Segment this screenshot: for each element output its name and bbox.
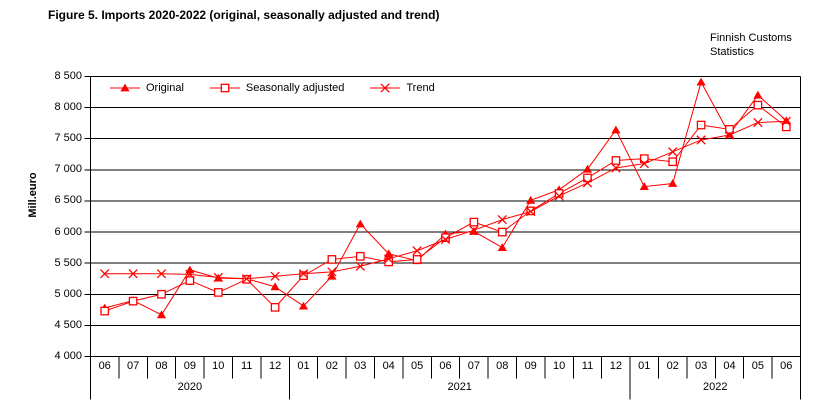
legend-label-original: Original — [146, 82, 184, 94]
series-line-original — [104, 80, 787, 316]
x-tick-month: 08 — [155, 360, 168, 372]
x-tick-month: 11 — [581, 360, 594, 372]
source-attribution: Finnish Customs Statistics — [710, 31, 792, 59]
x-tick-month: 08 — [496, 360, 509, 372]
y-tick-label: 5 000 — [54, 287, 82, 300]
x-tick-month: 05 — [410, 360, 424, 372]
x-tick-month: 11 — [240, 360, 253, 372]
x-tick-month: 07 — [126, 360, 140, 372]
legend-item-trend: Trend — [370, 82, 435, 94]
x-tick-month: 09 — [524, 360, 537, 372]
series-line-trend — [104, 120, 787, 280]
chart-title: Figure 5. Imports 2020-2022 (original, s… — [48, 8, 440, 22]
y-tick-label: 7 000 — [54, 163, 82, 176]
source-line-2: Statistics — [710, 46, 755, 58]
x-tick-month: 10 — [552, 360, 566, 372]
x-tick-month: 12 — [268, 360, 282, 372]
x-tick-month: 12 — [609, 360, 622, 372]
x-tick-month: 06 — [439, 360, 452, 372]
source-line-1: Finnish Customs — [710, 32, 792, 44]
legend-marker-x-icon — [370, 83, 401, 93]
x-tick-month: 03 — [694, 360, 708, 372]
y-tick-label: 8 000 — [54, 101, 82, 114]
y-tick-label: 4 500 — [54, 318, 82, 331]
y-tick-label: 5 500 — [54, 256, 82, 269]
series-line-seasonally-adjusted — [104, 104, 787, 312]
legend-item-seasonally-adjusted: Seasonally adjusted — [209, 82, 345, 94]
x-tick-month: 04 — [723, 360, 736, 372]
x-tick-year-2020: 2020 — [177, 381, 203, 393]
x-tick-year-2021: 2021 — [447, 381, 472, 393]
x-tick-month: 01 — [638, 360, 651, 372]
legend-item-original: Original — [110, 82, 184, 94]
x-tick-year-2022: 2022 — [703, 381, 728, 393]
x-tick-month: 01 — [297, 360, 310, 372]
y-tick-label: 4 000 — [54, 350, 82, 362]
x-tick-month: 04 — [382, 360, 395, 372]
x-tick-month: 07 — [467, 360, 480, 372]
series-original — [100, 77, 791, 319]
x-tick-month: 03 — [354, 360, 367, 372]
series-seasonally-adjusted — [100, 100, 791, 316]
series-trend — [100, 116, 791, 284]
legend-marker-triangle-filled-icon — [110, 83, 140, 92]
axis-frame-group — [90, 76, 801, 400]
legend-marker-square-open-icon — [209, 83, 240, 93]
y-tick-label: 7 500 — [54, 132, 82, 145]
x-tick-month: 06 — [780, 360, 793, 372]
x-tick-month: 02 — [666, 360, 679, 372]
x-tick-month: 10 — [212, 360, 225, 372]
y-tick-label: 6 500 — [54, 194, 82, 207]
gridlines-group — [84, 76, 801, 357]
x-tick-month: 02 — [325, 360, 338, 372]
x-tick-month: 05 — [751, 360, 764, 372]
y-tick-label: 8 500 — [54, 70, 82, 82]
x-tick-month: 06 — [98, 360, 111, 372]
x-tick-month: 09 — [183, 360, 196, 372]
legend-label-seasonally-adjusted: Seasonally adjusted — [245, 82, 345, 94]
y-tick-label: 6 000 — [54, 225, 82, 238]
legend: Original Seasonally adjusted Trend — [110, 82, 435, 94]
legend-label-trend: Trend — [406, 82, 435, 94]
